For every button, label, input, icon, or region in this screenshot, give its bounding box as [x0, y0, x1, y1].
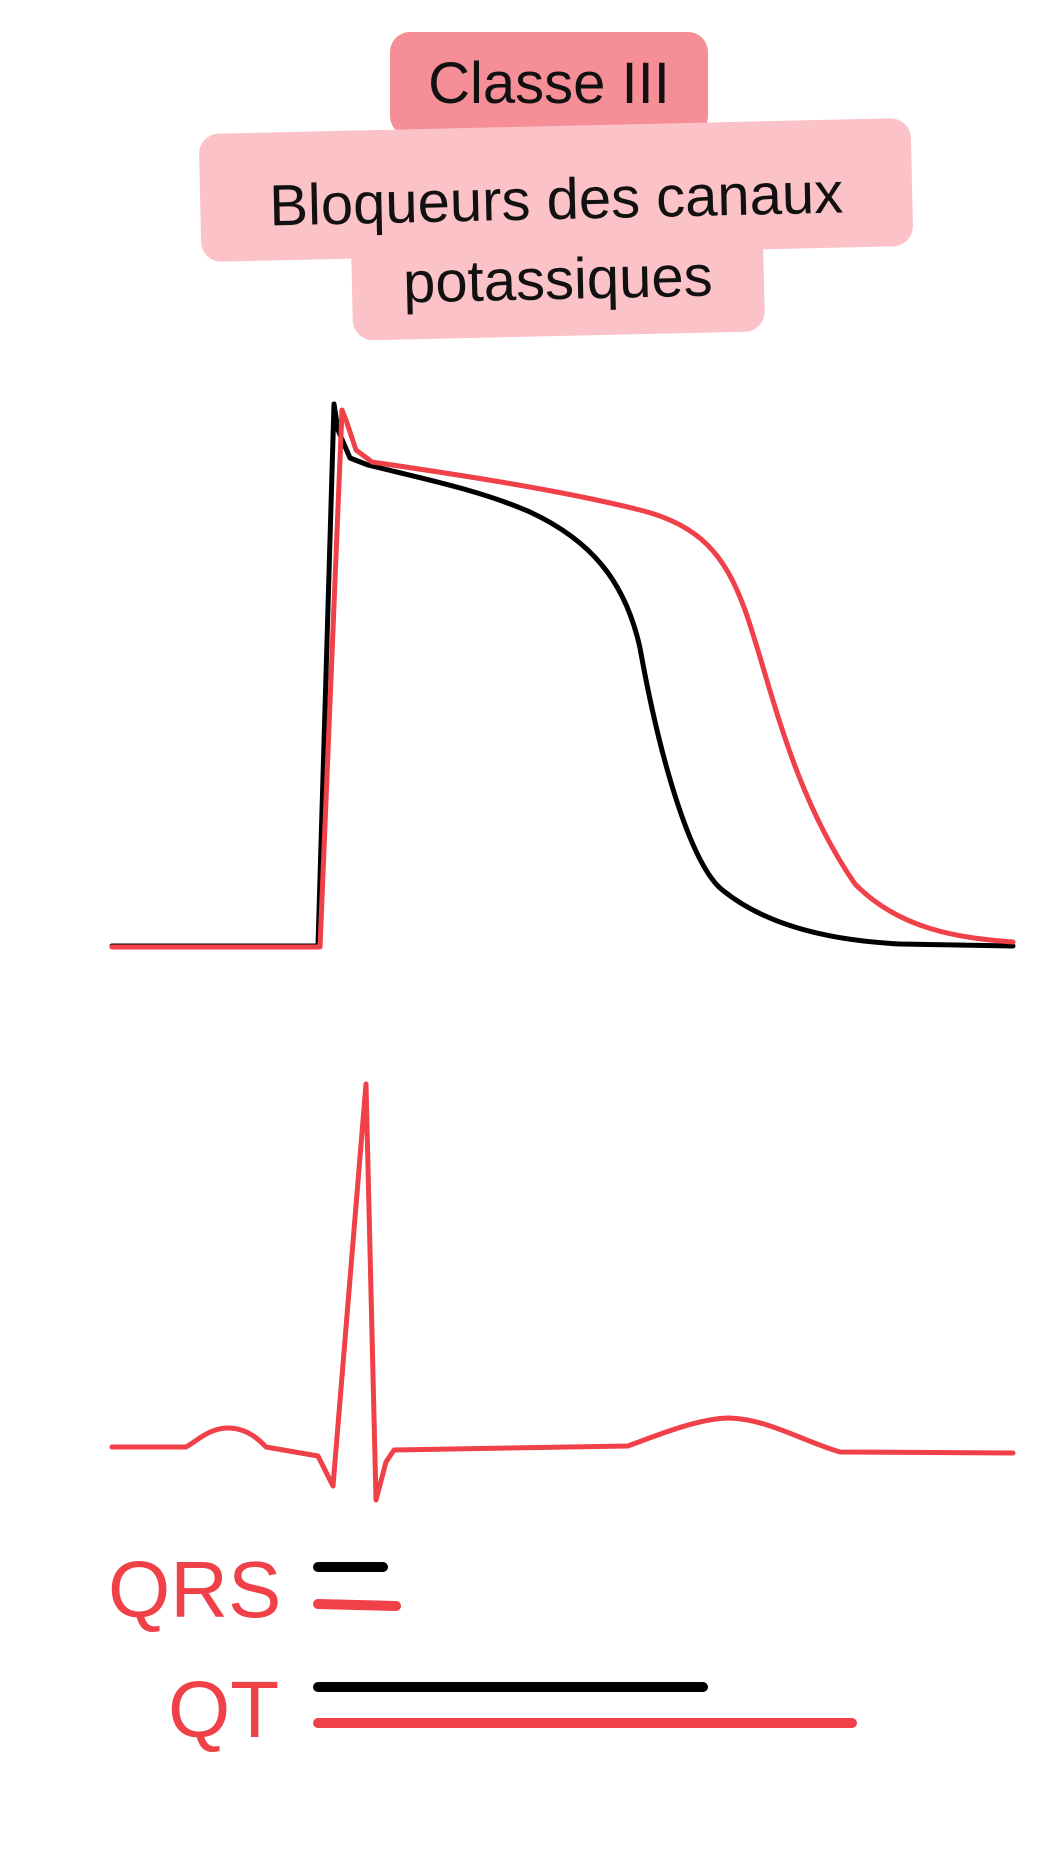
ecg-trace [109, 1081, 1016, 1503]
qrs-drug-bar [313, 1599, 401, 1611]
class-badge: Classe III [390, 32, 708, 136]
action-potential-baseline-curve [109, 401, 1016, 949]
class-label: Classe III [428, 51, 670, 116]
qrs-label: QRS [108, 1545, 281, 1634]
qt-label: QT [168, 1665, 279, 1754]
action-potential-drug-curve [109, 407, 1016, 950]
